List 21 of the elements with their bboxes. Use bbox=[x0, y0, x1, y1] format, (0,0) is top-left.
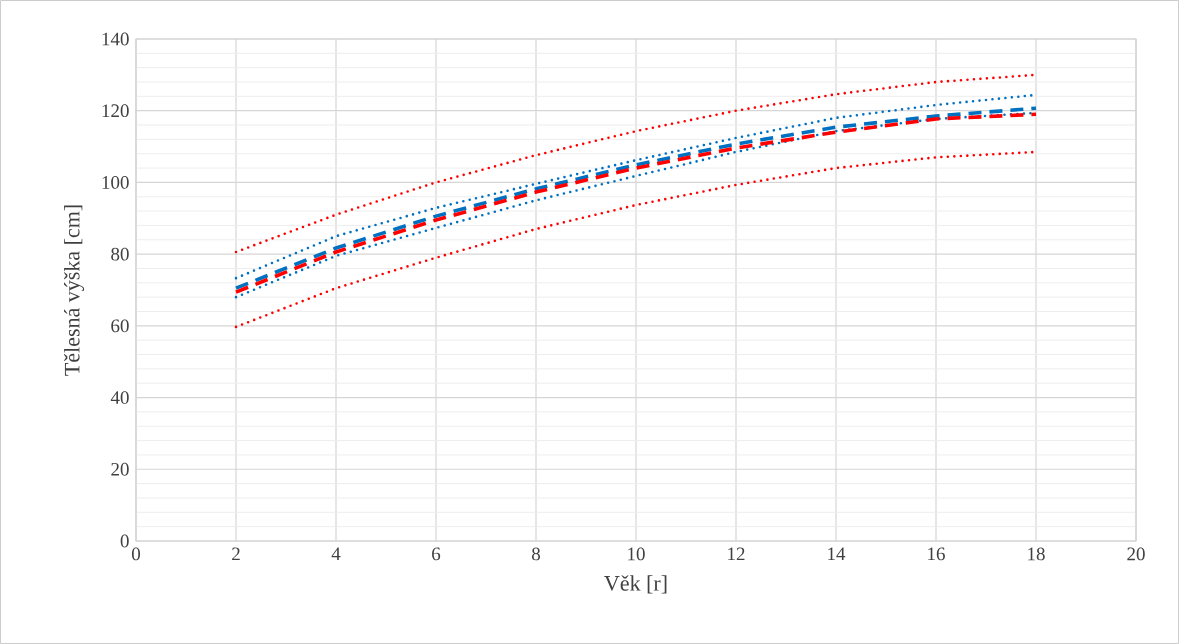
x-tick-label: 4 bbox=[331, 547, 341, 561]
y-tick-label: 0 bbox=[120, 534, 129, 548]
x-tick-label: 2 bbox=[232, 547, 240, 561]
y-tick-label: 80 bbox=[111, 247, 129, 261]
x-axis-title: Věk [r] bbox=[604, 575, 667, 594]
y-tick-label: 20 bbox=[111, 462, 129, 476]
x-tick-label: 16 bbox=[928, 547, 945, 561]
x-tick-label: 12 bbox=[728, 547, 745, 561]
x-tick-label: 6 bbox=[432, 547, 441, 561]
x-tick-label: 10 bbox=[628, 547, 645, 561]
y-tick-label: 60 bbox=[111, 319, 129, 333]
y-axis-title: Tělesná výška [cm] bbox=[64, 205, 85, 376]
x-tick-label: 8 bbox=[531, 547, 541, 561]
x-tick-label: 20 bbox=[1127, 547, 1145, 561]
x-tick-label: 18 bbox=[1028, 547, 1045, 561]
x-tick-label: 0 bbox=[131, 547, 141, 561]
x-tick-label: 14 bbox=[828, 547, 846, 561]
y-tick-label: 100 bbox=[102, 176, 129, 189]
y-tick-label: 120 bbox=[102, 104, 129, 118]
y-tick-label: 140 bbox=[102, 32, 129, 46]
y-tick-label: 40 bbox=[110, 391, 129, 404]
